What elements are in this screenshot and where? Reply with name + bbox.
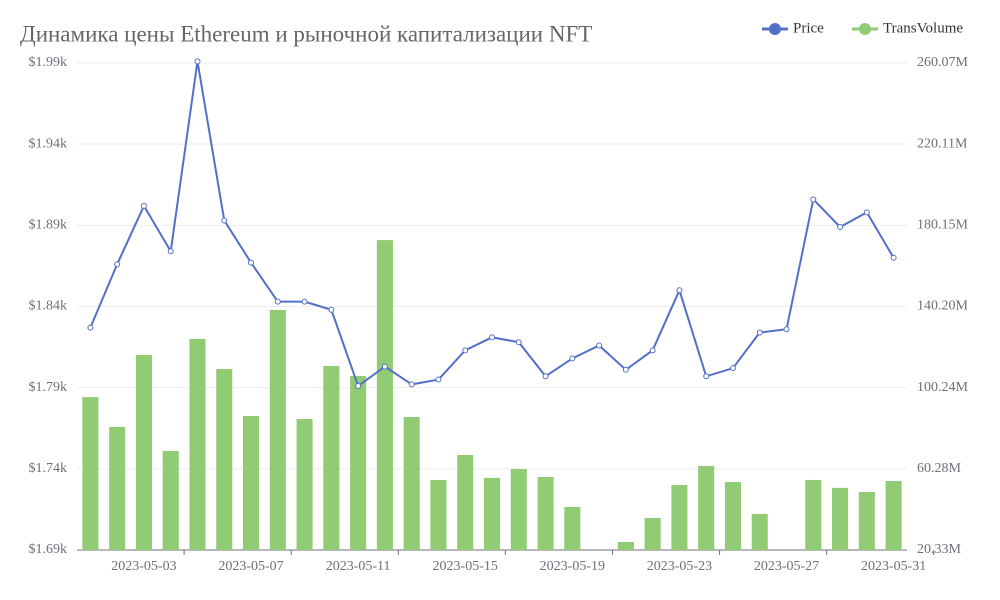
point [622,366,629,373]
point [221,217,228,224]
bar [162,450,179,550]
bar [216,369,233,550]
bar [403,417,420,550]
point [274,298,281,305]
point [140,202,147,209]
x-tick-label: 2023-05-03 [111,559,176,574]
point [756,329,763,336]
bar [832,487,849,550]
x-tick-label: 2023-05-31 [861,559,926,574]
point [248,259,255,266]
legend-swatch [769,23,781,35]
point [194,58,201,65]
point [863,209,870,216]
point [569,355,576,362]
bar [135,355,152,550]
y-tick-label: $1.74k [29,461,68,476]
bar [296,419,313,550]
legend-label: TransVolume [883,20,963,36]
x-tick-label: 2023-05-23 [647,559,712,574]
point [301,298,308,305]
point [890,254,897,261]
bar [323,366,340,550]
point [381,363,388,370]
bar [483,477,501,550]
x-tick-label: 2023-05-15 [433,559,498,574]
y-tick-label: $1.89k [29,218,68,233]
bar [858,491,875,550]
x-tick-label: 2023-05-07 [218,559,283,574]
x-tick-label: 2023-05-19 [540,559,605,574]
bar [671,485,688,550]
point [542,373,549,380]
point [837,223,844,230]
point [783,326,790,333]
chart-title: Динамика цены Ethereum и рыночной капита… [20,21,592,46]
bar [698,465,715,550]
y-tick-label: $1.79k [29,380,68,395]
legend-swatch [859,23,871,35]
x-tick-label: 2023-05-11 [326,559,391,574]
bar [376,240,393,551]
point [435,376,442,383]
point [355,383,362,390]
point [703,373,710,380]
bar [617,541,634,550]
bar [350,375,367,550]
x-tick-label: 2023-05-27 [754,559,819,574]
bar [564,506,581,550]
y2-tick-label: 260.07M [917,55,969,70]
bar [189,339,206,550]
bar [430,479,447,550]
y2-tick-label: 140.20M [917,299,969,314]
y2-tick-label: 20.33M [917,542,962,557]
point [676,287,683,294]
bar [243,415,260,550]
y-tick-label: $1.84k [29,299,68,314]
y-tick-label: $1.94k [29,136,68,151]
y2-tick-label: 60.28M [917,461,962,476]
y2-tick-label: 100.24M [917,380,969,395]
bar [457,454,474,550]
point [810,196,817,203]
bar [510,469,527,550]
bar [82,397,99,550]
bar [805,479,822,550]
bar [537,476,554,550]
point [596,342,603,349]
y-tick-label: $1.69k [29,542,68,557]
point [729,365,736,372]
bar [644,517,661,550]
y-tick-label: $1.99k [29,55,68,70]
point [649,347,656,354]
point [114,261,121,268]
y2-tick-label: 220.11M [917,136,968,151]
bar [109,426,126,550]
legend-label: Price [793,20,824,36]
point [167,248,174,255]
bar [751,513,768,550]
point [87,324,94,331]
point [462,347,469,354]
point [408,381,415,388]
bar [724,482,741,550]
point [328,306,335,313]
bar [885,480,902,550]
bar [269,309,286,550]
point [489,334,495,341]
point [515,339,522,346]
y2-tick-label: 180.15M [917,218,969,233]
